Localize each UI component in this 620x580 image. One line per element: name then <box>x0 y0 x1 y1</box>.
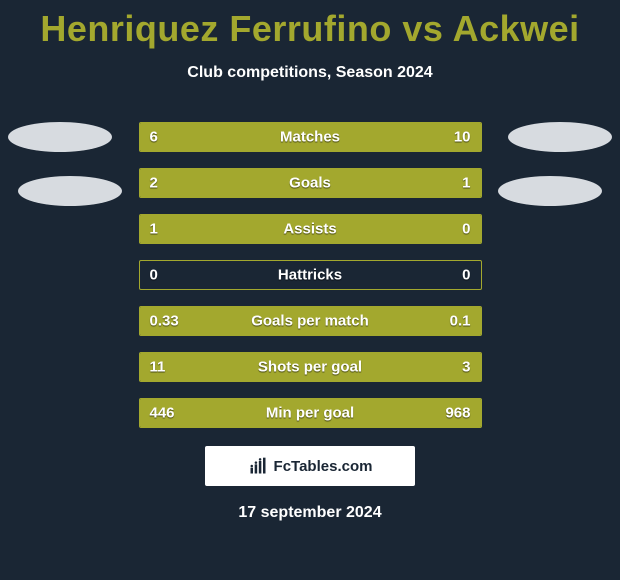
stat-label: Matches <box>280 129 340 146</box>
stat-left-value: 1 <box>150 221 158 238</box>
stat-right-value: 1 <box>462 175 470 192</box>
stat-row: 11 Shots per goal 3 <box>139 352 482 382</box>
branding-text: FcTables.com <box>274 458 373 475</box>
stat-row: 2 Goals 1 <box>139 168 482 198</box>
stat-label: Shots per goal <box>258 359 362 376</box>
branding-badge: FcTables.com <box>205 446 415 486</box>
chart-icon <box>248 456 268 476</box>
stat-label: Goals per match <box>251 313 369 330</box>
page-title: Henriquez Ferrufino vs Ackwei <box>0 0 620 50</box>
stat-row: 0.33 Goals per match 0.1 <box>139 306 482 336</box>
stat-right-value: 968 <box>445 405 470 422</box>
player-right-avatar-placeholder-1 <box>508 122 612 152</box>
stat-bar-left <box>140 123 266 151</box>
stat-left-value: 0 <box>150 267 158 284</box>
comparison-content: 6Matches102Goals11Assists00Hattricks00.3… <box>0 122 620 522</box>
stat-row: 1 Assists 0 <box>139 214 482 244</box>
player-left-avatar-placeholder-1 <box>8 122 112 152</box>
stat-label: Hattricks <box>278 267 342 284</box>
stat-bar-left <box>140 215 406 243</box>
player-right-avatar-placeholder-2 <box>498 176 602 206</box>
stat-right-value: 0 <box>462 221 470 238</box>
stat-label: Goals <box>289 175 331 192</box>
stat-bars-container: 6Matches102Goals11Assists00Hattricks00.3… <box>139 122 482 428</box>
stat-left-value: 11 <box>150 359 166 376</box>
season-subtitle: Club competitions, Season 2024 <box>0 64 620 82</box>
stat-left-value: 6 <box>150 129 158 146</box>
player-left-avatar-placeholder-2 <box>18 176 122 206</box>
stat-right-value: 3 <box>462 359 470 376</box>
stat-left-value: 0.33 <box>150 313 179 330</box>
stat-left-value: 446 <box>150 405 175 422</box>
stat-row: 446 Min per goal 968 <box>139 398 482 428</box>
snapshot-date: 17 september 2024 <box>0 504 620 522</box>
stat-row: 0 Hattricks 0 <box>139 260 482 290</box>
stat-label: Assists <box>283 221 336 238</box>
stat-right-value: 0.1 <box>450 313 471 330</box>
stat-label: Min per goal <box>266 405 354 422</box>
stat-right-value: 0 <box>462 267 470 284</box>
stat-row: 6 Matches 10 <box>139 122 482 152</box>
stat-right-value: 10 <box>454 129 471 146</box>
stat-left-value: 2 <box>150 175 158 192</box>
